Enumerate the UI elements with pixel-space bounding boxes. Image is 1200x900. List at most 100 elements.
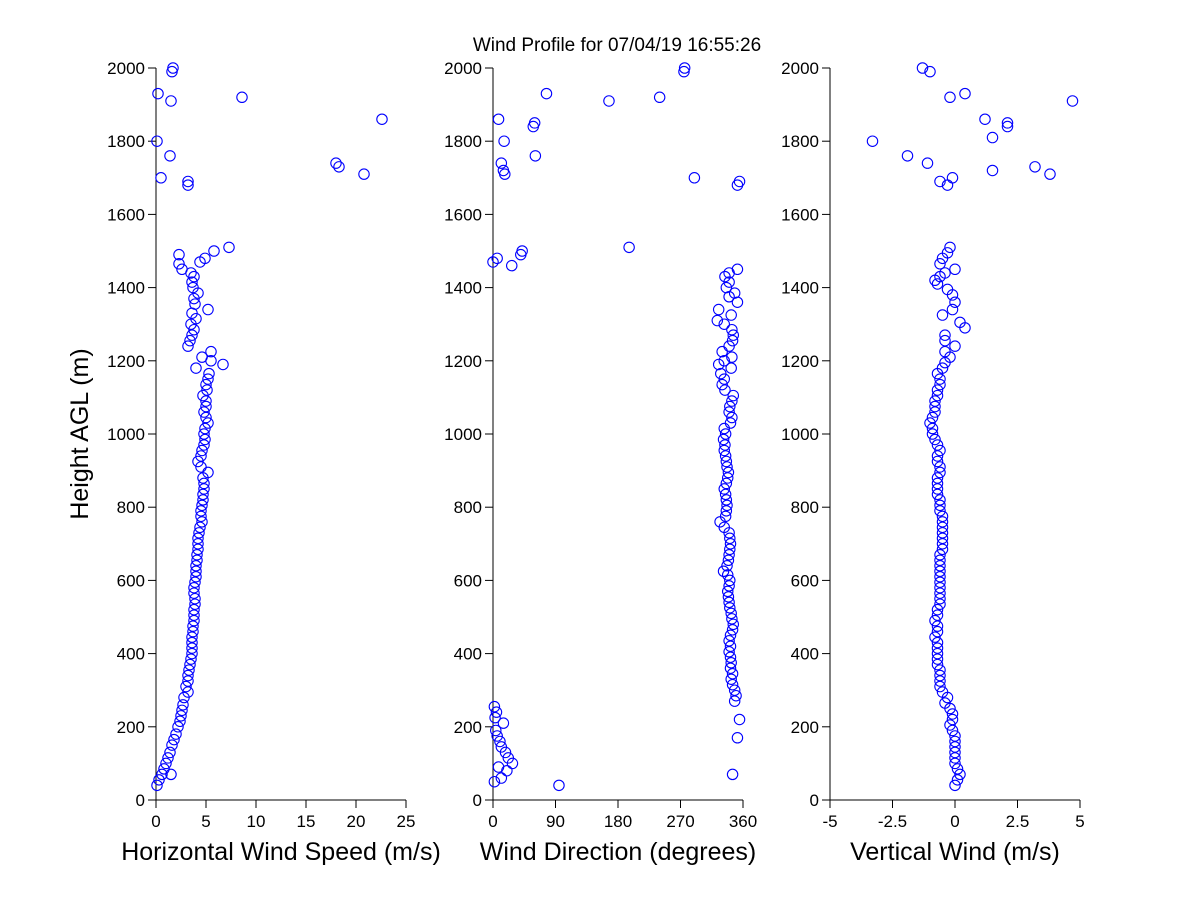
speed-data-point <box>192 532 204 545</box>
speed-data-point <box>200 400 212 413</box>
direction-data-point <box>731 732 744 744</box>
direction-y-tick-label: 2000 <box>444 59 482 78</box>
speed-data-point <box>158 763 170 775</box>
direction-data-point <box>723 635 735 647</box>
direction-data-point <box>712 303 725 316</box>
vertical-data-point <box>949 779 961 792</box>
vertical-data-point <box>931 472 944 484</box>
direction-x-tick-label: 0 <box>488 812 497 831</box>
direction-data-point <box>688 172 701 184</box>
vertical-data-point <box>951 763 964 775</box>
direction-data-point <box>719 450 732 462</box>
speed-data-point <box>172 721 184 733</box>
direction-data-point <box>490 724 502 737</box>
speed-data-point <box>192 538 204 550</box>
speed-data-point <box>177 699 189 711</box>
vertical-data-point <box>936 510 949 523</box>
direction-data-point <box>726 667 739 680</box>
direction-data-point <box>487 256 499 268</box>
vertical-data-point <box>949 752 961 764</box>
speed-data-point <box>160 757 172 770</box>
speed-data-point <box>152 87 164 100</box>
direction-data-point <box>726 351 738 363</box>
speed-data-point <box>186 276 198 288</box>
horizontal-wind-speed-axis-label: Horizontal Wind Speed (m/s) <box>121 838 441 866</box>
direction-data-point <box>499 168 511 180</box>
speed-data-point <box>194 521 206 534</box>
vertical-y-tick-label: 1200 <box>781 352 819 371</box>
vertical-data-point <box>921 157 934 169</box>
vertical-data-point <box>931 488 944 501</box>
vertical-data-point <box>931 653 944 665</box>
vertical-data-point <box>949 730 961 742</box>
speed-x-tick-label: 0 <box>151 812 160 831</box>
direction-data-point <box>491 730 503 742</box>
speed-data-point <box>182 340 194 352</box>
direction-data-point <box>730 689 742 702</box>
direction-data-point <box>494 735 506 748</box>
vertical-data-point <box>934 175 946 188</box>
vertical-data-point <box>949 296 961 308</box>
speed-data-point <box>199 252 211 265</box>
speed-data-point <box>195 450 207 462</box>
vertical-data-point <box>954 768 966 781</box>
speed-data-point <box>188 323 200 336</box>
speed-data-point <box>165 95 177 107</box>
speed-data-point <box>208 245 220 257</box>
direction-data-point <box>724 662 737 674</box>
direction-data-point <box>724 640 737 653</box>
direction-data-point <box>721 585 734 598</box>
direction-data-point <box>727 389 740 402</box>
vertical-data-point <box>931 450 944 462</box>
speed-data-point <box>168 733 180 746</box>
direction-data-point <box>725 607 737 620</box>
speed-data-point <box>195 510 207 523</box>
vertical-data-point <box>936 543 949 556</box>
speed-data-point <box>155 172 167 184</box>
direction-y-tick-label: 1400 <box>444 279 482 298</box>
speed-data-point <box>184 658 196 671</box>
vertical-y-tick-label: 1000 <box>781 425 819 444</box>
direction-data-point <box>495 157 508 169</box>
vertical-data-point <box>934 505 946 517</box>
speed-data-point <box>188 587 200 599</box>
direction-data-point <box>724 543 736 556</box>
vertical-data-point <box>1066 95 1079 107</box>
direction-data-point <box>726 678 739 691</box>
vertical-data-point <box>946 724 959 737</box>
speed-data-point <box>188 609 200 621</box>
vertical-y-tick-label: 1400 <box>781 279 819 298</box>
speed-data-point <box>183 664 195 676</box>
speed-data-point <box>195 461 207 473</box>
vertical-data-point <box>936 521 949 534</box>
vertical-data-point <box>934 664 946 676</box>
speed-data-point <box>188 603 200 616</box>
speed-data-point <box>173 248 185 261</box>
vertical-data-point <box>931 625 944 638</box>
direction-data-point <box>678 65 690 78</box>
direction-x-tick-label: 180 <box>604 812 632 831</box>
speed-data-point <box>162 752 174 764</box>
vertical-data-point <box>934 592 946 605</box>
speed-data-point <box>165 768 177 781</box>
vertical-x-tick-label: 2.5 <box>1006 812 1030 831</box>
direction-data-point <box>527 120 540 133</box>
speed-x-tick-label: 20 <box>347 812 366 831</box>
speed-data-point <box>201 384 213 396</box>
vertical-y-tick-label: 2000 <box>781 59 819 78</box>
direction-data-point <box>495 772 508 784</box>
vertical-data-point <box>949 746 961 759</box>
vertical-data-point <box>934 598 946 610</box>
direction-data-point <box>722 466 735 479</box>
speed-data-point <box>200 411 212 424</box>
vertical-data-point <box>934 554 946 567</box>
speed-data-point <box>189 298 201 310</box>
speed-data-point <box>187 281 199 294</box>
direction-data-point <box>724 651 737 664</box>
vertical-data-point <box>931 384 944 396</box>
vertical-data-point <box>931 609 944 621</box>
direction-data-point <box>719 439 731 451</box>
direction-data-point <box>724 538 737 550</box>
speed-data-point <box>202 466 214 479</box>
direction-data-point <box>719 270 731 283</box>
